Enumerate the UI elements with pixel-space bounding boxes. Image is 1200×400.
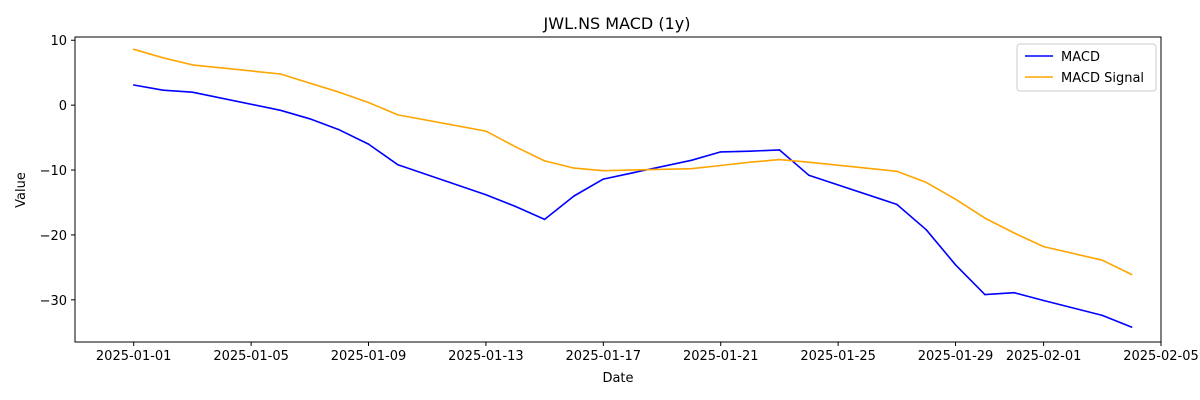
- data-point-macd-signal: [690, 167, 693, 170]
- data-point-macd: [719, 151, 722, 153]
- data-point-macd-signal: [132, 48, 135, 51]
- x-tick-label: 2025-01-01: [96, 349, 172, 364]
- data-point-macd: [690, 159, 693, 162]
- data-point-macd-signal: [514, 145, 517, 148]
- y-tick-label: 0: [59, 99, 67, 114]
- chart-title: JWL.NS MACD (1y): [543, 14, 691, 33]
- x-tick-label: 2025-02-01: [1006, 349, 1082, 364]
- data-point-macd: [543, 218, 546, 221]
- data-point-macd: [954, 264, 957, 266]
- data-point-macd-signal: [279, 73, 282, 75]
- y-axis-label: Value: [14, 172, 29, 208]
- data-point-macd-signal: [719, 164, 722, 167]
- series-line-macd-signal: [133, 48, 1132, 276]
- data-point-macd: [925, 228, 927, 231]
- data-point-macd: [778, 149, 781, 151]
- x-tick-label: 2025-02-05: [1123, 349, 1199, 364]
- data-point-macd-signal: [573, 167, 575, 169]
- data-point-macd: [1130, 326, 1133, 328]
- data-point-macd: [367, 143, 370, 145]
- legend-label-macd: MACD: [1061, 50, 1100, 65]
- x-tick-label: 2025-01-25: [800, 349, 876, 364]
- x-tick-label: 2025-01-17: [566, 349, 642, 364]
- x-tick-label: 2025-01-29: [918, 349, 994, 364]
- data-point-macd-signal: [954, 198, 957, 200]
- data-point-macd: [485, 193, 487, 196]
- data-point-macd-signal: [808, 161, 810, 163]
- data-point-macd-signal: [896, 170, 898, 173]
- plot-frame: [74, 36, 1162, 343]
- x-tick-label: 2025-01-13: [448, 349, 524, 364]
- series-line-macd: [133, 84, 1132, 328]
- data-point-macd: [896, 203, 898, 206]
- data-point-macd: [1101, 314, 1104, 317]
- data-point-macd: [162, 89, 164, 91]
- data-point-macd: [514, 205, 517, 208]
- x-tick-label: 2025-01-05: [213, 349, 289, 364]
- data-point-macd-signal: [338, 91, 341, 93]
- data-point-macd-signal: [1130, 273, 1133, 276]
- y-tick-label: −20: [40, 229, 67, 244]
- data-point-macd: [573, 195, 575, 197]
- y-tick-label: 10: [50, 34, 67, 49]
- legend: MACD MACD Signal: [1016, 43, 1157, 92]
- x-tick-label: 2025-01-09: [331, 349, 407, 364]
- data-point-macd-signal: [1042, 245, 1045, 248]
- y-tick-label: −10: [40, 164, 67, 179]
- data-point-macd-signal: [397, 114, 399, 116]
- data-point-macd: [1042, 299, 1045, 302]
- data-point-macd-signal: [543, 160, 546, 162]
- data-point-macd-signal: [602, 169, 605, 172]
- data-point-macd-signal: [925, 181, 927, 184]
- data-point-macd: [1013, 291, 1015, 294]
- data-point-macd: [749, 150, 751, 152]
- data-point-macd-signal: [749, 161, 751, 163]
- data-point-macd-signal: [191, 64, 194, 66]
- y-tick-label: −30: [40, 294, 67, 309]
- data-point-macd-signal: [778, 158, 781, 161]
- data-point-macd: [602, 178, 605, 180]
- data-point-macd-signal: [984, 217, 986, 219]
- data-point-macd-signal: [367, 101, 370, 104]
- legend-label-macd-signal: MACD Signal: [1061, 71, 1144, 86]
- data-point-macd: [808, 174, 810, 176]
- data-point-macd: [309, 118, 311, 120]
- data-point-macd: [132, 84, 135, 86]
- data-point-macd: [338, 129, 341, 131]
- data-point-macd-signal: [162, 57, 164, 59]
- x-axis-label: Date: [602, 371, 633, 386]
- data-point-macd: [191, 91, 194, 93]
- data-point-macd: [984, 293, 986, 296]
- data-point-macd-signal: [1101, 259, 1104, 262]
- data-point-macd: [279, 109, 282, 112]
- data-point-macd-signal: [485, 130, 487, 132]
- data-point-macd-signal: [309, 82, 311, 84]
- data-point-macd: [397, 164, 399, 166]
- x-tick-label: 2025-01-21: [683, 349, 759, 364]
- data-point-macd-signal: [1013, 232, 1015, 234]
